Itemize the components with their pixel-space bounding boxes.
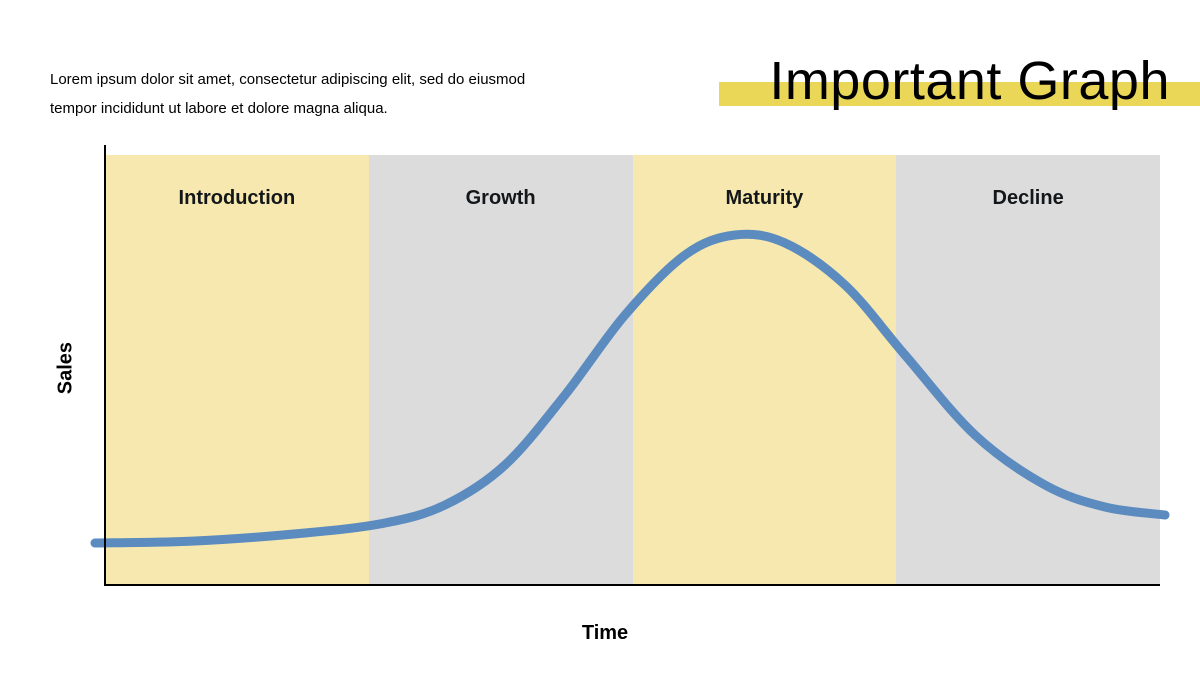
y-axis-line: [104, 145, 106, 586]
lifecycle-chart: Sales IntroductionGrowthMaturityDecline …: [50, 145, 1160, 605]
x-axis-line: [104, 584, 1160, 586]
title-wrap: Important Graph: [769, 50, 1170, 112]
plot-area: IntroductionGrowthMaturityDecline: [105, 155, 1160, 585]
slide-description: Lorem ipsum dolor sit amet, consectetur …: [50, 50, 550, 123]
sales-curve: [105, 155, 1160, 585]
x-axis-label: Time: [582, 622, 628, 645]
y-axis-label: Sales: [55, 342, 78, 394]
slide-title: Important Graph: [769, 50, 1170, 112]
